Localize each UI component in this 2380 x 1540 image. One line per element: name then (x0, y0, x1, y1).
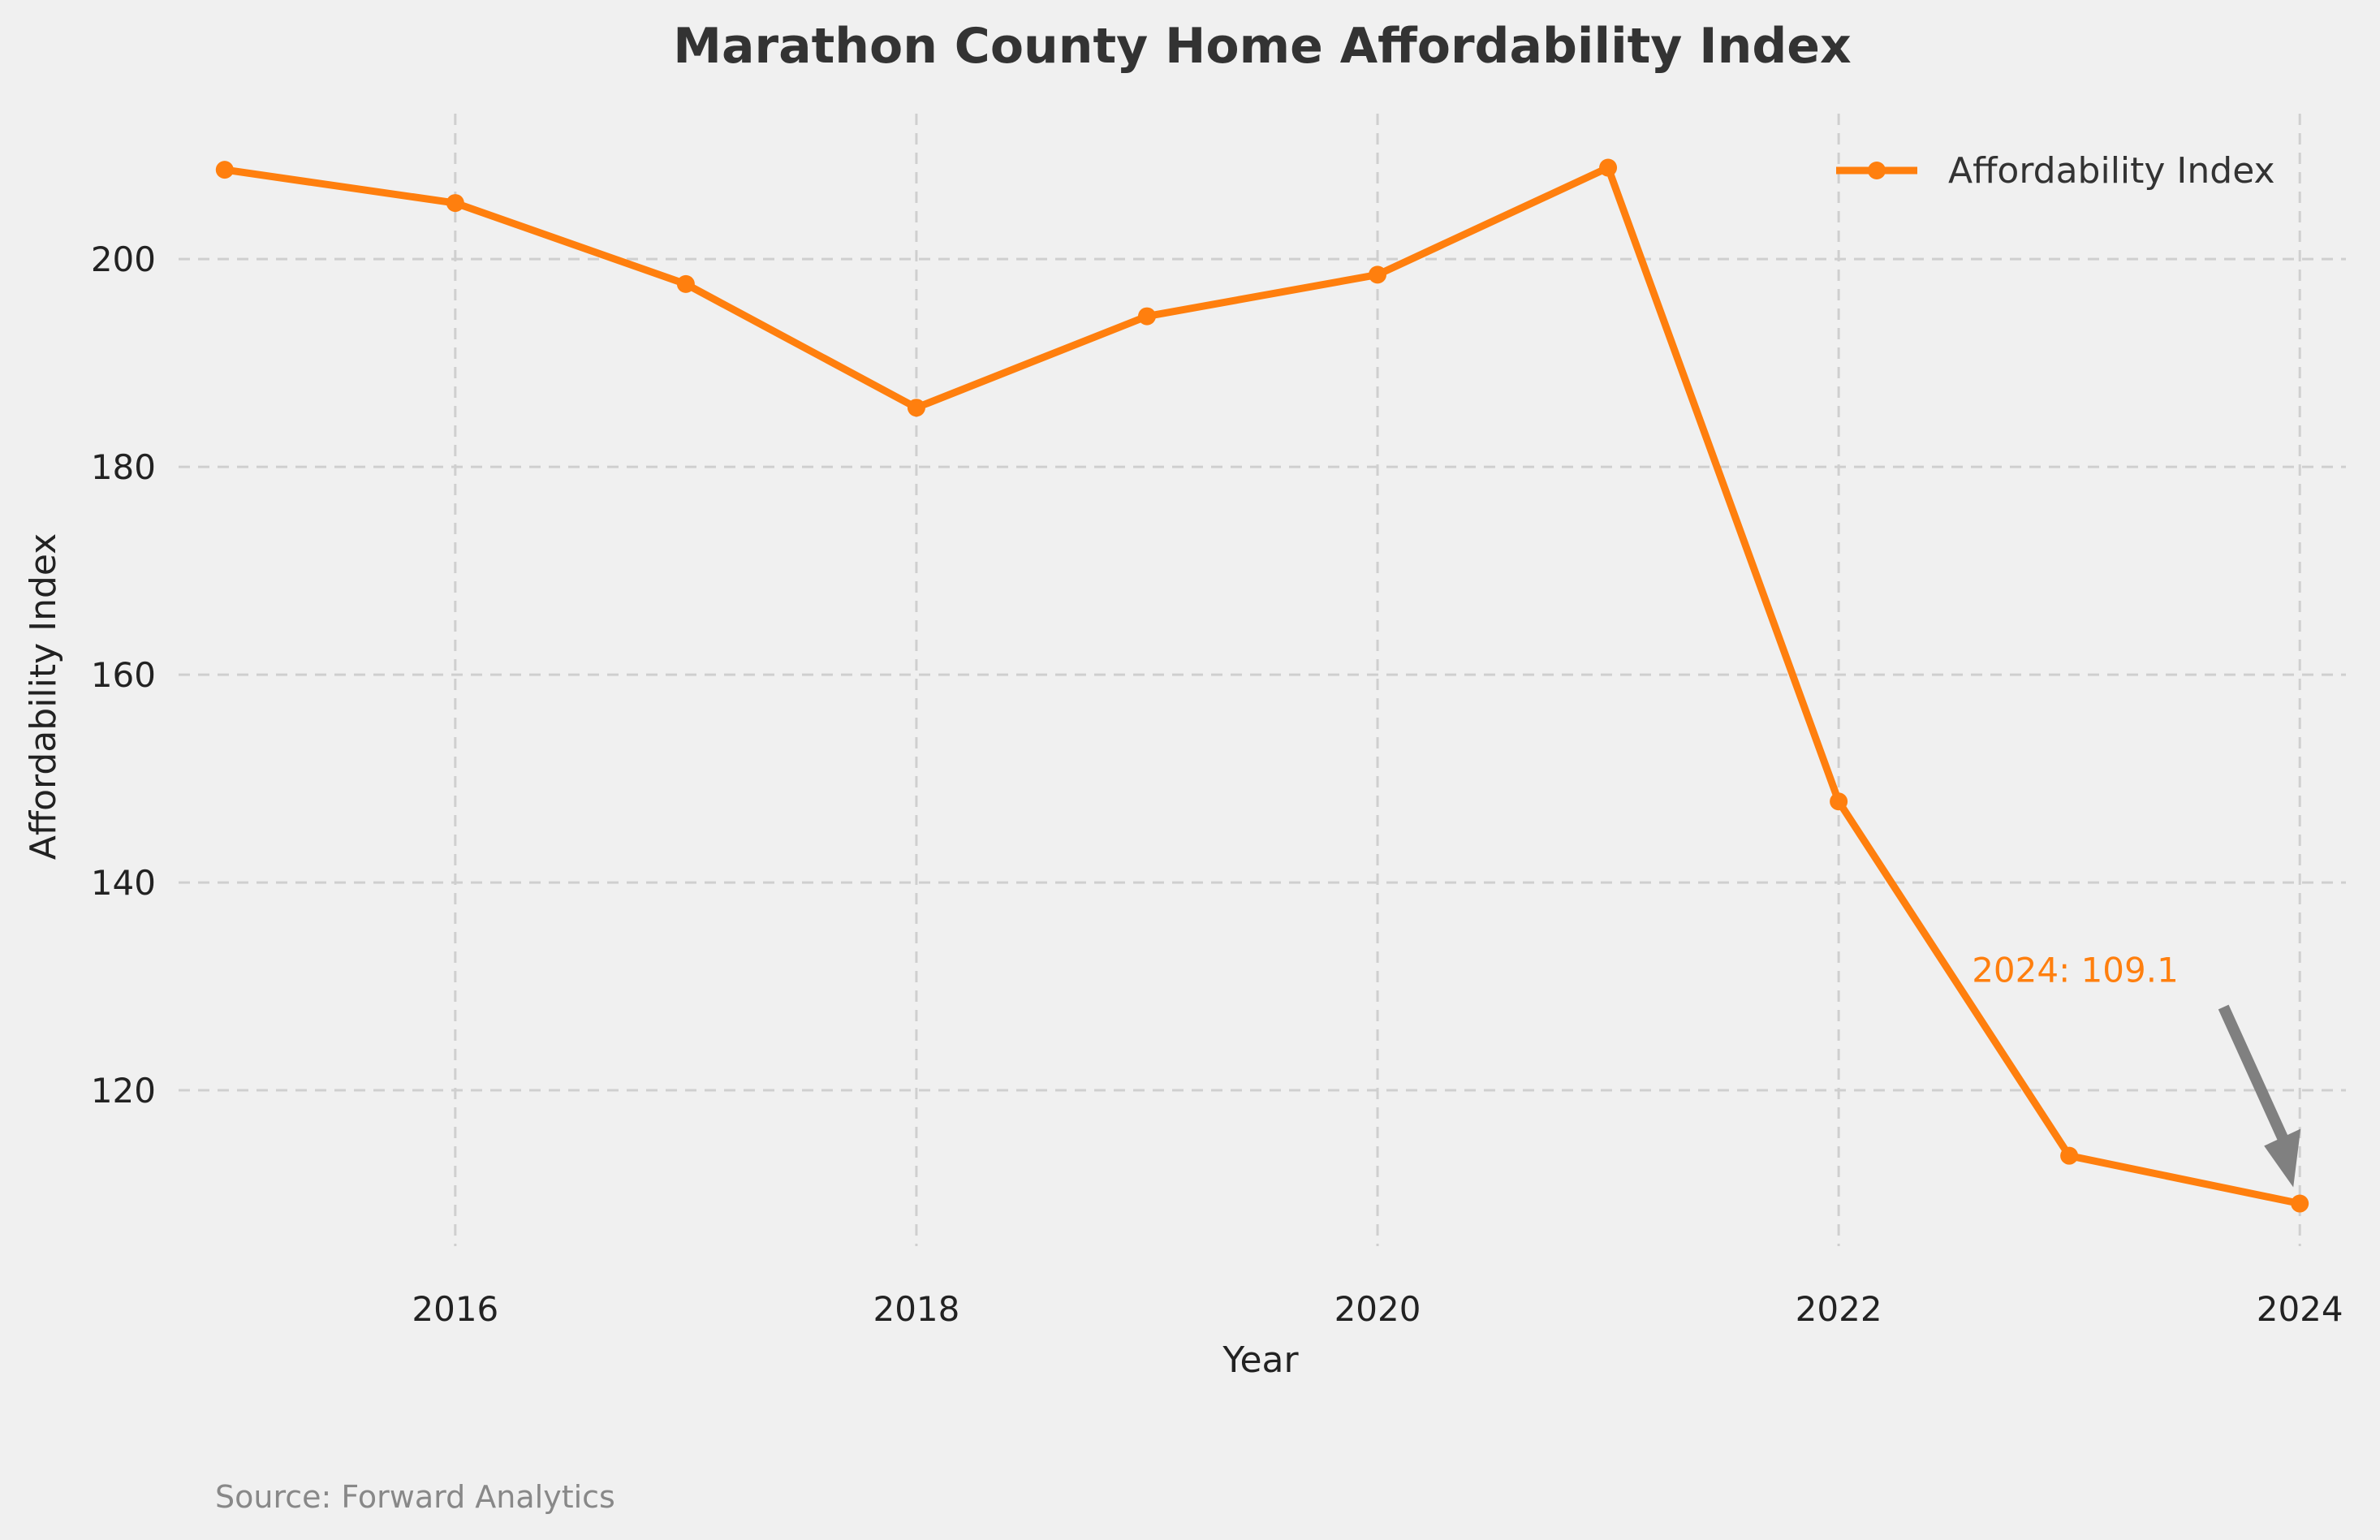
data-point (2291, 1194, 2309, 1213)
annotation-text: 2024: 109.1 (1972, 951, 2179, 990)
tick-labels: 120 140 160 180 200 2016 2018 2020 2022 2024 (91, 239, 2343, 1329)
legend-label: Affordability Index (1948, 150, 2275, 192)
x-axis-label: Year (1222, 1339, 1299, 1381)
legend: Affordability Index (1836, 150, 2275, 192)
y-tick-label: 200 (91, 239, 156, 279)
y-axis-label: Affordability Index (23, 533, 64, 861)
source-note: Source: Forward Analytics (215, 1479, 615, 1515)
data-point (1137, 307, 1156, 326)
data-point (2060, 1146, 2079, 1165)
x-tick-label: 2016 (412, 1289, 498, 1329)
annotation-arrow (2218, 1004, 2291, 1146)
data-point (676, 274, 695, 293)
data-point (446, 194, 464, 213)
data-point (1599, 158, 1618, 177)
legend-marker (1868, 162, 1886, 179)
y-tick-label: 180 (91, 447, 156, 487)
x-tick-label: 2024 (2257, 1289, 2343, 1329)
y-tick-label: 140 (91, 863, 156, 903)
x-tick-label: 2018 (873, 1289, 959, 1329)
gridlines (179, 114, 2346, 1246)
series-layer (215, 158, 2309, 1213)
series-line (221, 164, 2304, 1207)
annotation-arrowhead (2264, 1128, 2301, 1188)
chart-title: Marathon County Home Affordability Index (673, 18, 1851, 75)
data-point (907, 399, 925, 417)
x-tick-label: 2022 (1796, 1289, 1882, 1329)
data-point (1830, 792, 1848, 811)
y-tick-label: 160 (91, 655, 156, 695)
data-point (1369, 265, 1387, 284)
data-point (215, 161, 234, 179)
annotation: 2024: 109.1 (1972, 951, 2301, 1188)
y-tick-label: 120 (91, 1071, 156, 1111)
x-tick-label: 2020 (1334, 1289, 1421, 1329)
